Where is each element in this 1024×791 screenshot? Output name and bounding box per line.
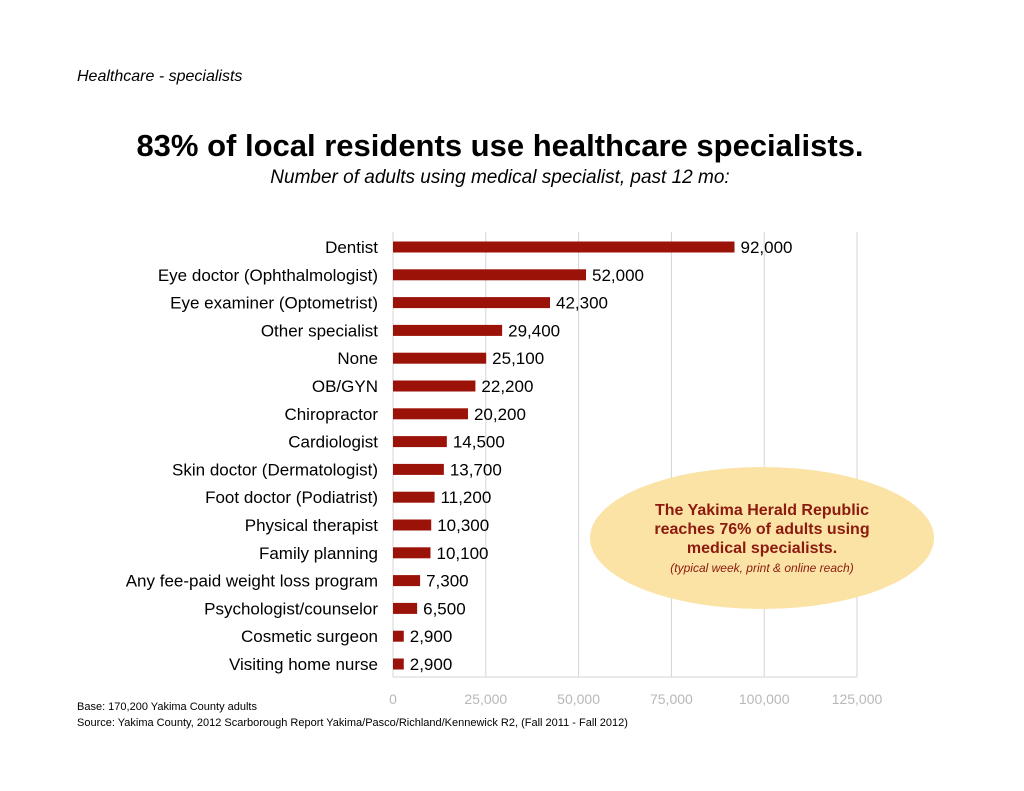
bar xyxy=(393,547,431,559)
data-label: 7,300 xyxy=(426,572,469,591)
category-label: Chiropractor xyxy=(284,405,378,424)
category-label: Skin doctor (Dermatologist) xyxy=(172,460,378,479)
bar xyxy=(393,241,735,253)
bar xyxy=(393,297,551,309)
data-label: 92,000 xyxy=(741,238,793,257)
category-label: Physical therapist xyxy=(245,516,379,535)
bar xyxy=(393,519,432,531)
data-label: 11,200 xyxy=(441,488,492,507)
callout-main-text: The Yakima Herald Republic reaches 76% o… xyxy=(654,502,870,557)
bar xyxy=(393,380,476,392)
category-label: Eye examiner (Optometrist) xyxy=(170,294,378,313)
bar xyxy=(393,658,404,670)
data-label: 6,500 xyxy=(423,599,466,618)
category-label: Family planning xyxy=(259,544,378,563)
bar xyxy=(393,269,587,281)
bar xyxy=(393,602,418,614)
data-label: 13,700 xyxy=(450,460,502,479)
reach-callout: The Yakima Herald Republic reaches 76% o… xyxy=(590,467,934,609)
chart-subtitle: Number of adults using medical specialis… xyxy=(270,167,730,188)
category-label: Psychologist/counselor xyxy=(204,599,378,618)
section-label: Healthcare - specialists xyxy=(77,68,243,85)
category-label: Cosmetic surgeon xyxy=(241,627,378,646)
data-label: 2,900 xyxy=(410,627,453,646)
x-tick-label: 100,000 xyxy=(739,691,790,707)
category-label: None xyxy=(337,349,378,368)
data-label: 25,100 xyxy=(492,349,544,368)
x-tick-label: 0 xyxy=(389,691,397,707)
chart-title: 83% of local residents use healthcare sp… xyxy=(136,128,864,163)
data-label: 29,400 xyxy=(508,321,560,340)
category-label: Other specialist xyxy=(261,321,378,340)
category-label: OB/GYN xyxy=(312,377,378,396)
x-tick-label: 50,000 xyxy=(557,691,600,707)
data-label: 14,500 xyxy=(453,433,505,452)
bar xyxy=(393,352,487,364)
data-label: 42,300 xyxy=(556,294,608,313)
base-note: Base: 170,200 Yakima County adults xyxy=(77,701,257,713)
bar xyxy=(393,436,447,448)
bar xyxy=(393,324,503,336)
category-label: Foot doctor (Podiatrist) xyxy=(205,488,378,507)
category-label: Dentist xyxy=(325,238,378,257)
bar xyxy=(393,408,468,420)
data-label: 22,200 xyxy=(481,377,533,396)
x-tick-label: 125,000 xyxy=(832,691,883,707)
category-label: Eye doctor (Ophthalmologist) xyxy=(158,266,378,285)
bar xyxy=(393,463,444,475)
category-label: Any fee-paid weight loss program xyxy=(126,572,378,591)
data-label: 20,200 xyxy=(474,405,526,424)
bar xyxy=(393,630,404,642)
data-label: 2,900 xyxy=(410,655,453,674)
bar xyxy=(393,491,435,503)
callout-note-text: (typical week, print & online reach) xyxy=(670,561,854,575)
x-tick-label: 25,000 xyxy=(464,691,507,707)
x-tick-label: 75,000 xyxy=(650,691,693,707)
data-label: 52,000 xyxy=(592,266,644,285)
bar xyxy=(393,575,421,587)
category-label: Visiting home nurse xyxy=(229,655,378,674)
data-label: 10,300 xyxy=(437,516,489,535)
data-label: 10,100 xyxy=(436,544,488,563)
category-label: Cardiologist xyxy=(288,433,378,452)
source-note: Source: Yakima County, 2012 Scarborough … xyxy=(77,717,628,729)
